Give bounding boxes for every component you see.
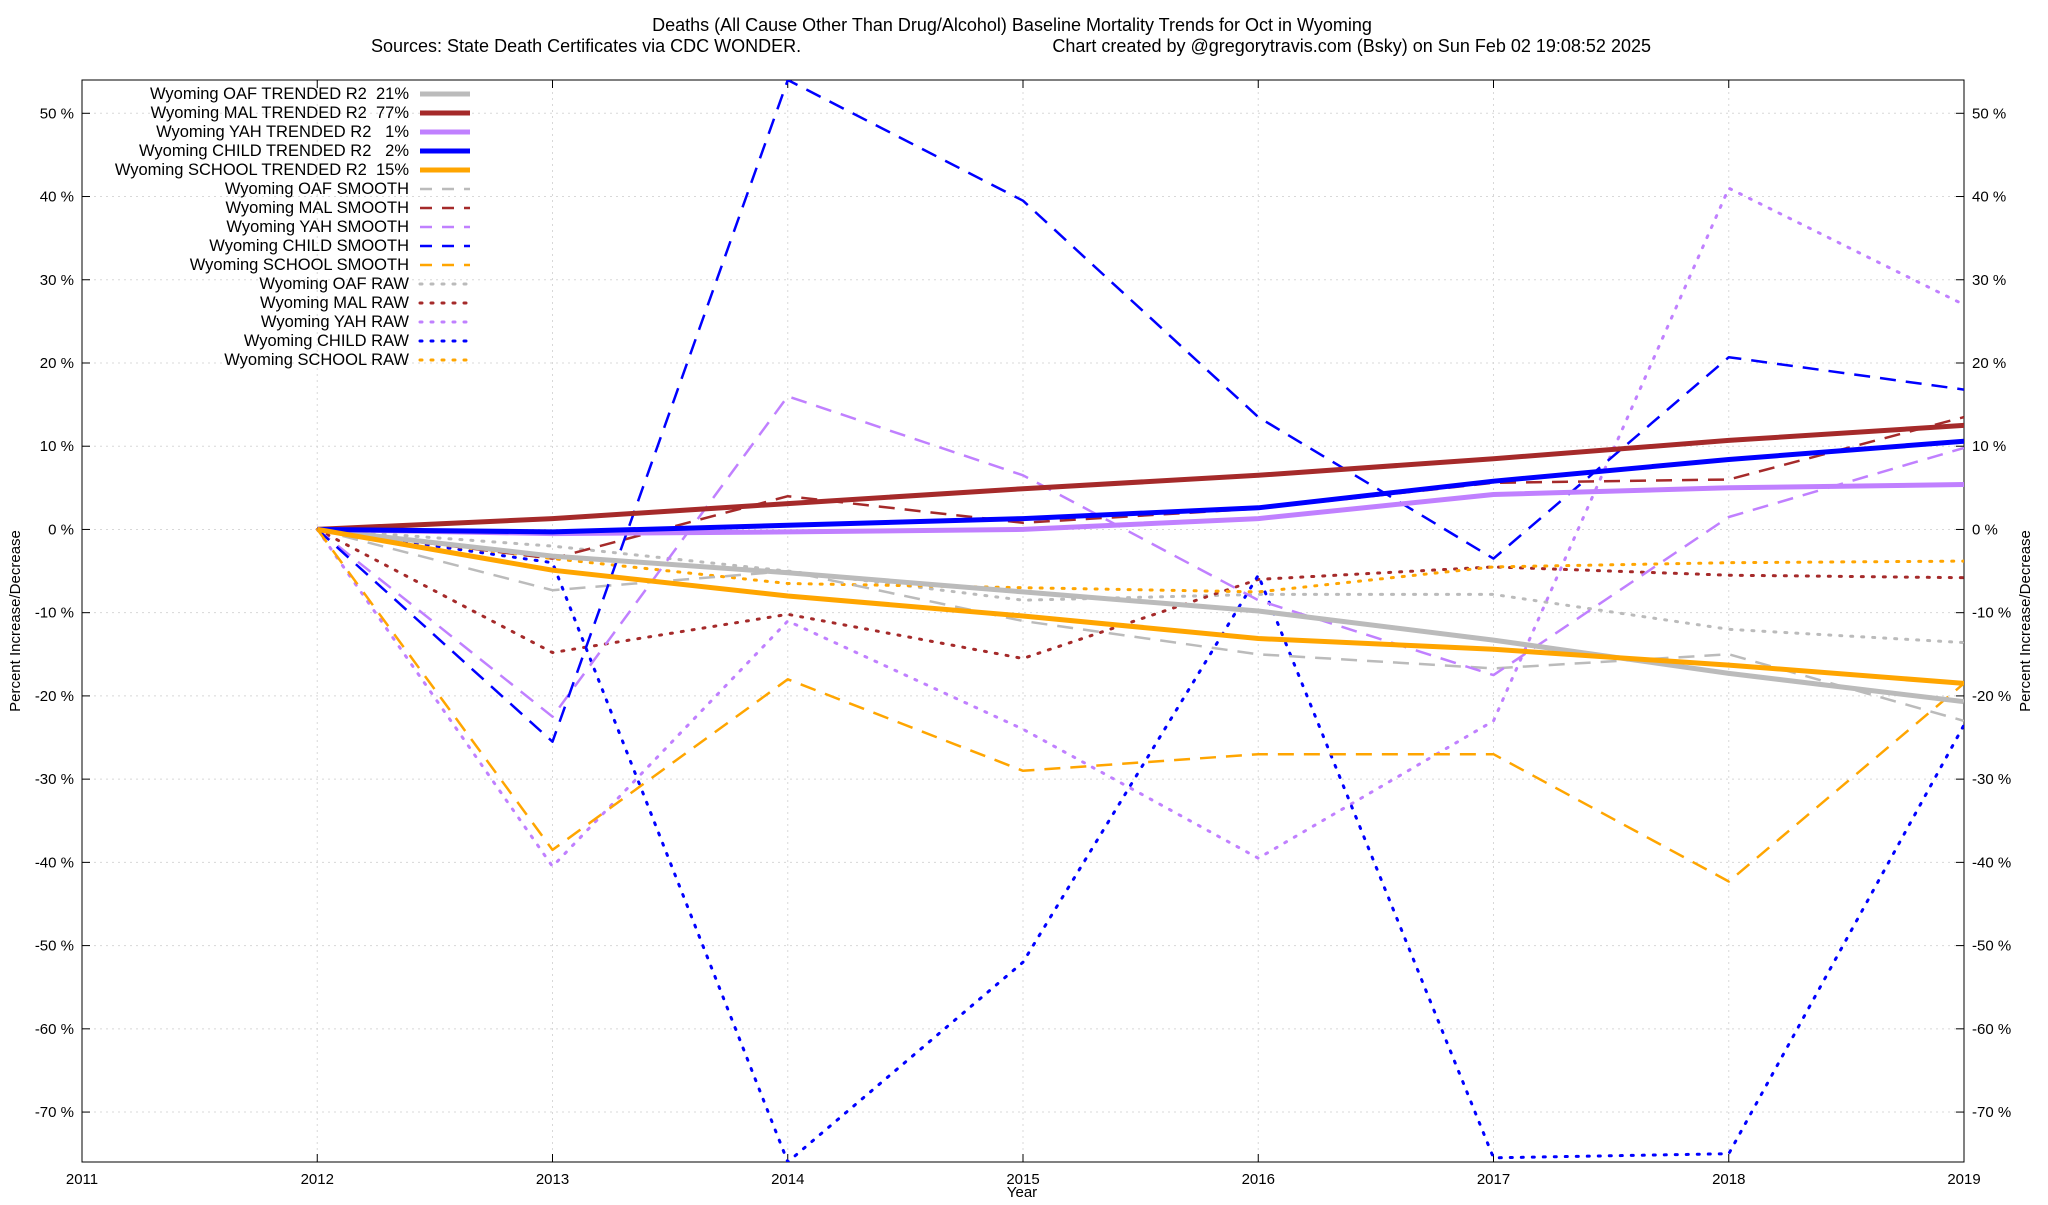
y-tick-label-right: 50 % <box>1972 105 2006 122</box>
series-lines <box>315 80 1964 1162</box>
y-tick-label-right: 0 % <box>1972 521 1998 538</box>
legend-label-wyoming-child-smooth: Wyoming CHILD SMOOTH <box>209 237 409 255</box>
series-line-wyoming-mal-trended-r2-77 <box>317 422 1964 532</box>
legend-label-wyoming-school-raw: Wyoming SCHOOL RAW <box>224 351 409 369</box>
y-tick-label-left: -10 % <box>35 605 74 622</box>
legend-label-wyoming-child-raw: Wyoming CHILD RAW <box>244 332 410 350</box>
x-tick-label: 2013 <box>536 1171 569 1188</box>
chart-title: Deaths (All Cause Other Than Drug/Alcoho… <box>652 15 1372 35</box>
legend-label-wyoming-child-trended-r2-2: Wyoming CHILD TRENDED R2 2% <box>139 142 409 160</box>
y-tick-label-left: -70 % <box>35 1104 74 1121</box>
x-tick-label: 2016 <box>1242 1171 1275 1188</box>
y-tick-label-left: 10 % <box>40 438 74 455</box>
y-tick-label-right: 40 % <box>1972 189 2006 206</box>
series-line-wyoming-oaf-raw <box>315 527 1964 645</box>
x-tick-label: 2017 <box>1477 1171 1510 1188</box>
y-tick-label-left: 30 % <box>40 272 74 289</box>
legend-label-wyoming-oaf-trended-r2-21: Wyoming OAF TRENDED R2 21% <box>150 85 409 103</box>
y-tick-label-left: -60 % <box>35 1021 74 1038</box>
series-line-wyoming-school-trended-r2-15 <box>316 526 1964 686</box>
y-tick-label-left: 20 % <box>40 355 74 372</box>
legend-label-wyoming-school-trended-r2-15: Wyoming SCHOOL TRENDED R2 15% <box>115 161 410 179</box>
grid <box>81 80 1965 1162</box>
y-tick-label-right: -20 % <box>1972 688 2011 705</box>
y-tick-label-right: -30 % <box>1972 771 2011 788</box>
series-line-wyoming-yah-trended-r2-1 <box>317 482 1964 537</box>
y-axis-label-right: Percent Increase/Decrease <box>2017 530 2034 712</box>
y-tick-label-left: 50 % <box>40 105 74 122</box>
y-tick-label-right: 20 % <box>1972 355 2006 372</box>
chart-subtitle-credit: Chart created by @gregorytravis.com (Bsk… <box>1052 36 1651 56</box>
series-line-wyoming-oaf-smooth <box>316 528 1964 723</box>
y-tick-label-right: -50 % <box>1972 938 2011 955</box>
legend-label-wyoming-mal-trended-r2-77: Wyoming MAL TRENDED R2 77% <box>151 104 410 122</box>
y-tick-label-right: 30 % <box>1972 272 2006 289</box>
series-line-wyoming-child-raw <box>315 527 1964 1162</box>
series-line-wyoming-school-smooth <box>316 528 1964 883</box>
x-axis-label: Year <box>1007 1184 1037 1200</box>
x-tick-label: 2014 <box>771 1171 804 1188</box>
series-clip-group <box>315 80 1964 1162</box>
axis-ticks: 2011 2012 2013 2014 2015 2016 2017 2018 2019 50 %… <box>35 80 2011 1188</box>
series-line-wyoming-oaf-trended-r2-21 <box>317 526 1964 705</box>
series-line-wyoming-school-raw <box>315 527 1964 594</box>
legend-label-wyoming-oaf-smooth: Wyoming OAF SMOOTH <box>225 180 409 198</box>
x-tick-label: 2011 <box>66 1171 98 1188</box>
legend: Wyoming OAF TRENDED R2 21%Wyoming MAL TR… <box>115 85 472 369</box>
legend-label-wyoming-yah-trended-r2-1: Wyoming YAH TRENDED R2 1% <box>156 123 409 141</box>
x-tick-label: 2019 <box>1947 1171 1980 1188</box>
series-line-wyoming-child-trended-r2-2 <box>317 438 1964 535</box>
y-axis-label-left: Percent Increase/Decrease <box>7 530 24 712</box>
series-line-wyoming-child-smooth <box>316 80 1964 743</box>
series-line-wyoming-yah-raw <box>315 186 1964 868</box>
y-tick-label-right: -40 % <box>1972 854 2011 871</box>
y-tick-label-left: 0 % <box>48 521 74 538</box>
legend-label-wyoming-mal-smooth: Wyoming MAL SMOOTH <box>225 199 409 217</box>
legend-label-wyoming-school-smooth: Wyoming SCHOOL SMOOTH <box>190 256 409 274</box>
legend-label-wyoming-oaf-raw: Wyoming OAF RAW <box>259 275 409 293</box>
legend-label-wyoming-yah-raw: Wyoming YAH RAW <box>261 313 409 331</box>
y-tick-label-right: -70 % <box>1972 1104 2011 1121</box>
y-tick-label-left: -50 % <box>35 938 74 955</box>
x-tick-label: 2015 <box>1006 1171 1039 1188</box>
y-tick-label-left: -40 % <box>35 854 74 871</box>
x-tick-label: 2012 <box>301 1171 334 1188</box>
series-line-wyoming-yah-smooth <box>316 395 1964 718</box>
y-tick-label-left: -30 % <box>35 771 74 788</box>
legend-label-wyoming-yah-smooth: Wyoming YAH SMOOTH <box>226 218 409 236</box>
y-tick-label-left: -20 % <box>35 688 74 705</box>
y-tick-label-right: -10 % <box>1972 605 2011 622</box>
y-tick-label-left: 40 % <box>40 189 74 206</box>
chart-subtitle-sources: Sources: State Death Certificates via CD… <box>371 36 801 56</box>
y-tick-label-right: 10 % <box>1972 438 2006 455</box>
x-tick-label: 2018 <box>1712 1171 1745 1188</box>
legend-label-wyoming-mal-raw: Wyoming MAL RAW <box>260 294 409 312</box>
series-line-wyoming-mal-raw <box>315 527 1964 660</box>
y-tick-label-right: -60 % <box>1972 1021 2011 1038</box>
